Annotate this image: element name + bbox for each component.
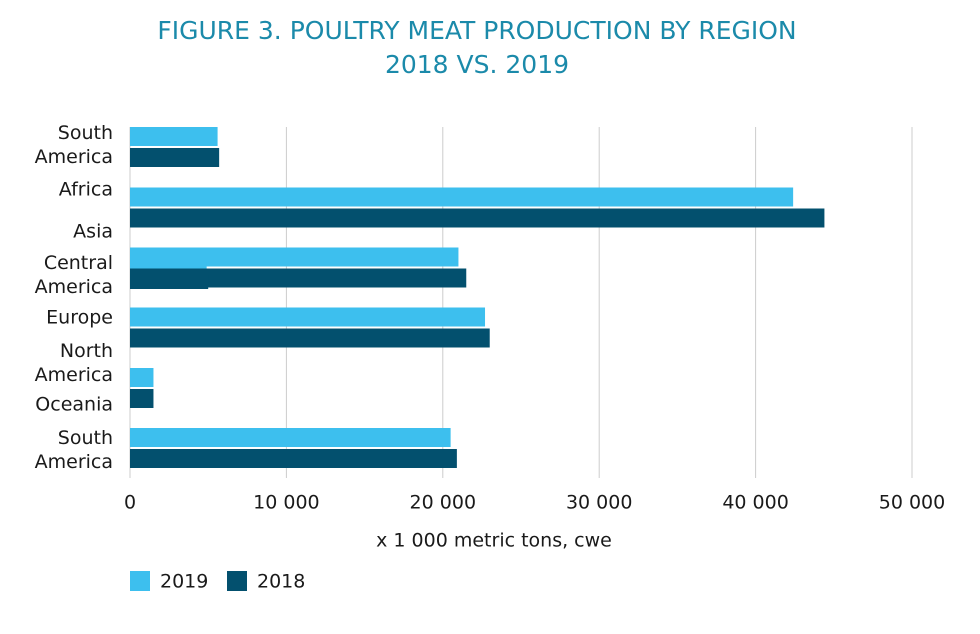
bar <box>130 208 825 228</box>
bar <box>130 268 467 288</box>
bar <box>130 449 457 468</box>
bar <box>130 275 209 289</box>
chart-title: FIGURE 3. POULTRY MEAT PRODUCTION BY REG… <box>157 16 796 45</box>
legend-label: 2018 <box>257 571 305 593</box>
bar <box>130 389 154 408</box>
legend-label: 2019 <box>160 571 208 593</box>
x-tick-label: 0 <box>124 492 136 514</box>
legend-swatch <box>227 571 247 591</box>
y-tick-label: Oceania <box>35 394 113 416</box>
legend-swatch <box>130 571 150 591</box>
x-tick-label: 30 000 <box>566 492 632 514</box>
x-tick-label: 10 000 <box>253 492 319 514</box>
bar <box>130 148 220 167</box>
bar <box>130 307 486 327</box>
y-tick-label: Europe <box>46 307 113 329</box>
y-tick-label: North America <box>35 340 113 386</box>
bar <box>130 187 794 207</box>
x-tick-label: 40 000 <box>722 492 788 514</box>
y-tick-label: Africa <box>59 179 113 201</box>
x-axis-label: x 1 000 metric tons, cwe <box>376 530 612 552</box>
bar <box>130 262 207 272</box>
chart-subtitle: 2018 VS. 2019 <box>385 50 569 79</box>
x-tick-label: 20 000 <box>410 492 476 514</box>
bar <box>130 428 451 447</box>
bar <box>130 368 154 387</box>
bar <box>130 328 490 348</box>
y-tick-label: Asia <box>73 221 113 243</box>
x-tick-label: 50 000 <box>879 492 945 514</box>
y-tick-label: South America <box>35 427 113 473</box>
y-tick-label: Central America <box>35 252 113 298</box>
y-tick-label: South America <box>35 122 113 168</box>
bar <box>130 127 218 146</box>
bar <box>130 247 459 267</box>
